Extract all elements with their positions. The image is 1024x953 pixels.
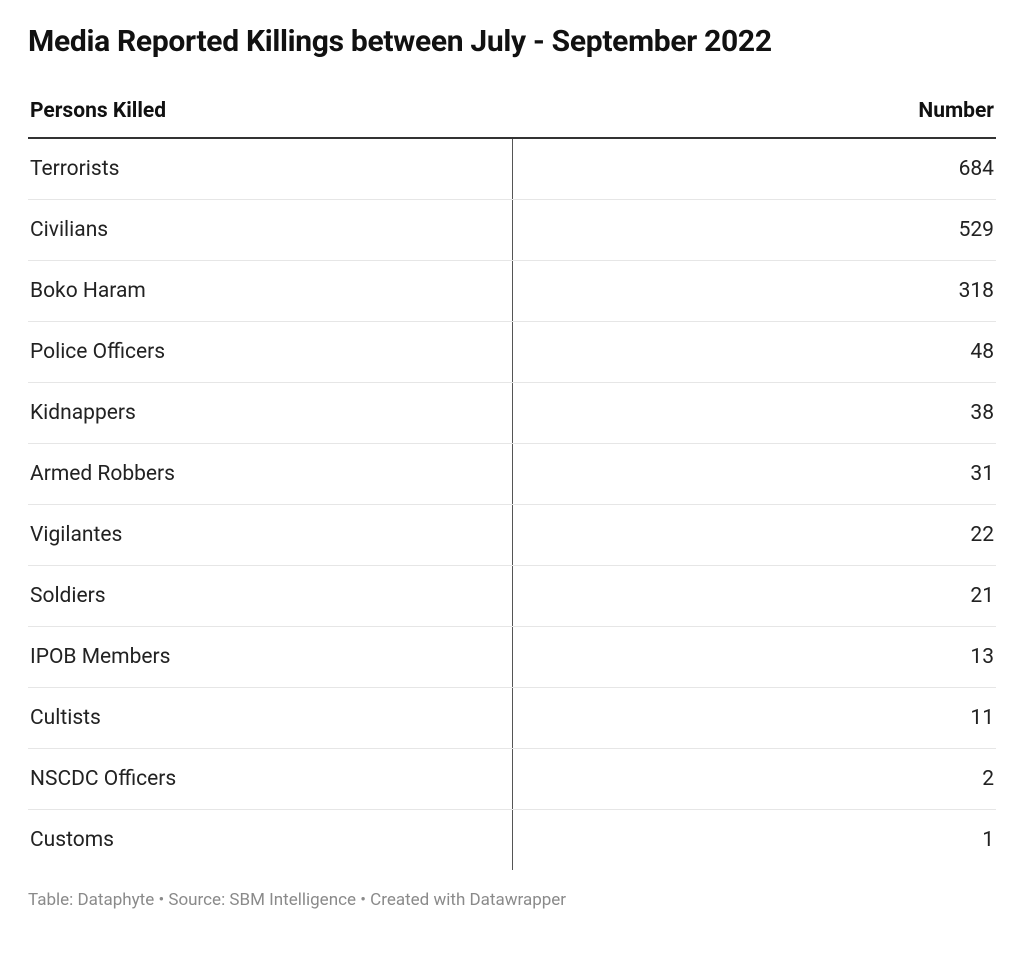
cell-number: 38 <box>512 383 996 444</box>
table-row: Cultists 11 <box>28 688 996 749</box>
cell-category: Cultists <box>28 688 512 749</box>
cell-number: 13 <box>512 627 996 688</box>
cell-category: Kidnappers <box>28 383 512 444</box>
table-row: IPOB Members 13 <box>28 627 996 688</box>
cell-category: NSCDC Officers <box>28 749 512 810</box>
cell-category: Armed Robbers <box>28 444 512 505</box>
cell-category: Civilians <box>28 200 512 261</box>
table-row: Kidnappers 38 <box>28 383 996 444</box>
col-header-number: Number <box>512 89 996 138</box>
table-row: Armed Robbers 31 <box>28 444 996 505</box>
cell-number: 21 <box>512 566 996 627</box>
cell-number: 529 <box>512 200 996 261</box>
table-row: Customs 1 <box>28 810 996 871</box>
cell-category: Vigilantes <box>28 505 512 566</box>
cell-category: Boko Haram <box>28 261 512 322</box>
cell-number: 2 <box>512 749 996 810</box>
table-row: Civilians 529 <box>28 200 996 261</box>
cell-number: 22 <box>512 505 996 566</box>
table-row: Boko Haram 318 <box>28 261 996 322</box>
cell-number: 1 <box>512 810 996 871</box>
table-header-row: Persons Killed Number <box>28 89 996 138</box>
cell-category: Customs <box>28 810 512 871</box>
col-header-persons: Persons Killed <box>28 89 512 138</box>
killings-table: Persons Killed Number Terrorists 684 Civ… <box>28 89 996 870</box>
cell-number: 684 <box>512 138 996 200</box>
table-row: Terrorists 684 <box>28 138 996 200</box>
cell-category: Police Officers <box>28 322 512 383</box>
cell-number: 318 <box>512 261 996 322</box>
table-row: Police Officers 48 <box>28 322 996 383</box>
cell-category: Soldiers <box>28 566 512 627</box>
chart-title: Media Reported Killings between July - S… <box>28 24 996 59</box>
cell-number: 11 <box>512 688 996 749</box>
table-row: Soldiers 21 <box>28 566 996 627</box>
cell-number: 48 <box>512 322 996 383</box>
table-row: NSCDC Officers 2 <box>28 749 996 810</box>
source-footer: Table: Dataphyte • Source: SBM Intellige… <box>28 890 996 910</box>
table-row: Vigilantes 22 <box>28 505 996 566</box>
cell-number: 31 <box>512 444 996 505</box>
cell-category: Terrorists <box>28 138 512 200</box>
cell-category: IPOB Members <box>28 627 512 688</box>
